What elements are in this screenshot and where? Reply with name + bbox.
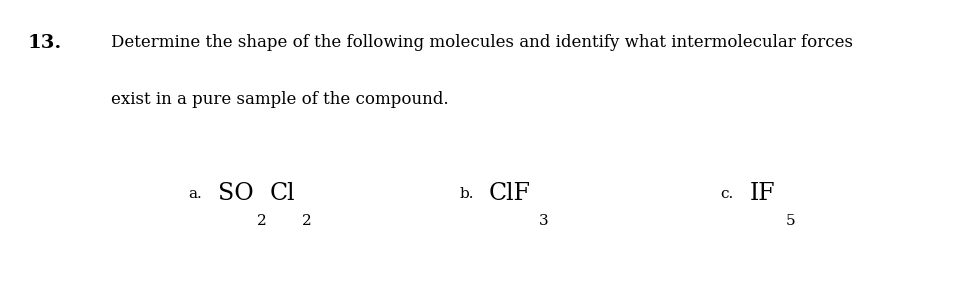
Text: c.: c. xyxy=(720,187,734,201)
Text: 13.: 13. xyxy=(27,34,61,52)
Text: b.: b. xyxy=(459,187,474,201)
Text: Cl: Cl xyxy=(270,182,295,205)
Text: a.: a. xyxy=(189,187,202,201)
Text: 3: 3 xyxy=(539,214,548,228)
Text: ClF: ClF xyxy=(488,182,530,205)
Text: 2: 2 xyxy=(257,214,267,228)
Text: exist in a pure sample of the compound.: exist in a pure sample of the compound. xyxy=(111,91,449,108)
Text: 5: 5 xyxy=(786,214,796,228)
Text: IF: IF xyxy=(749,182,775,205)
Text: Determine the shape of the following molecules and identify what intermolecular : Determine the shape of the following mol… xyxy=(111,34,853,51)
Text: 2: 2 xyxy=(302,214,311,228)
Text: SO: SO xyxy=(218,182,253,205)
